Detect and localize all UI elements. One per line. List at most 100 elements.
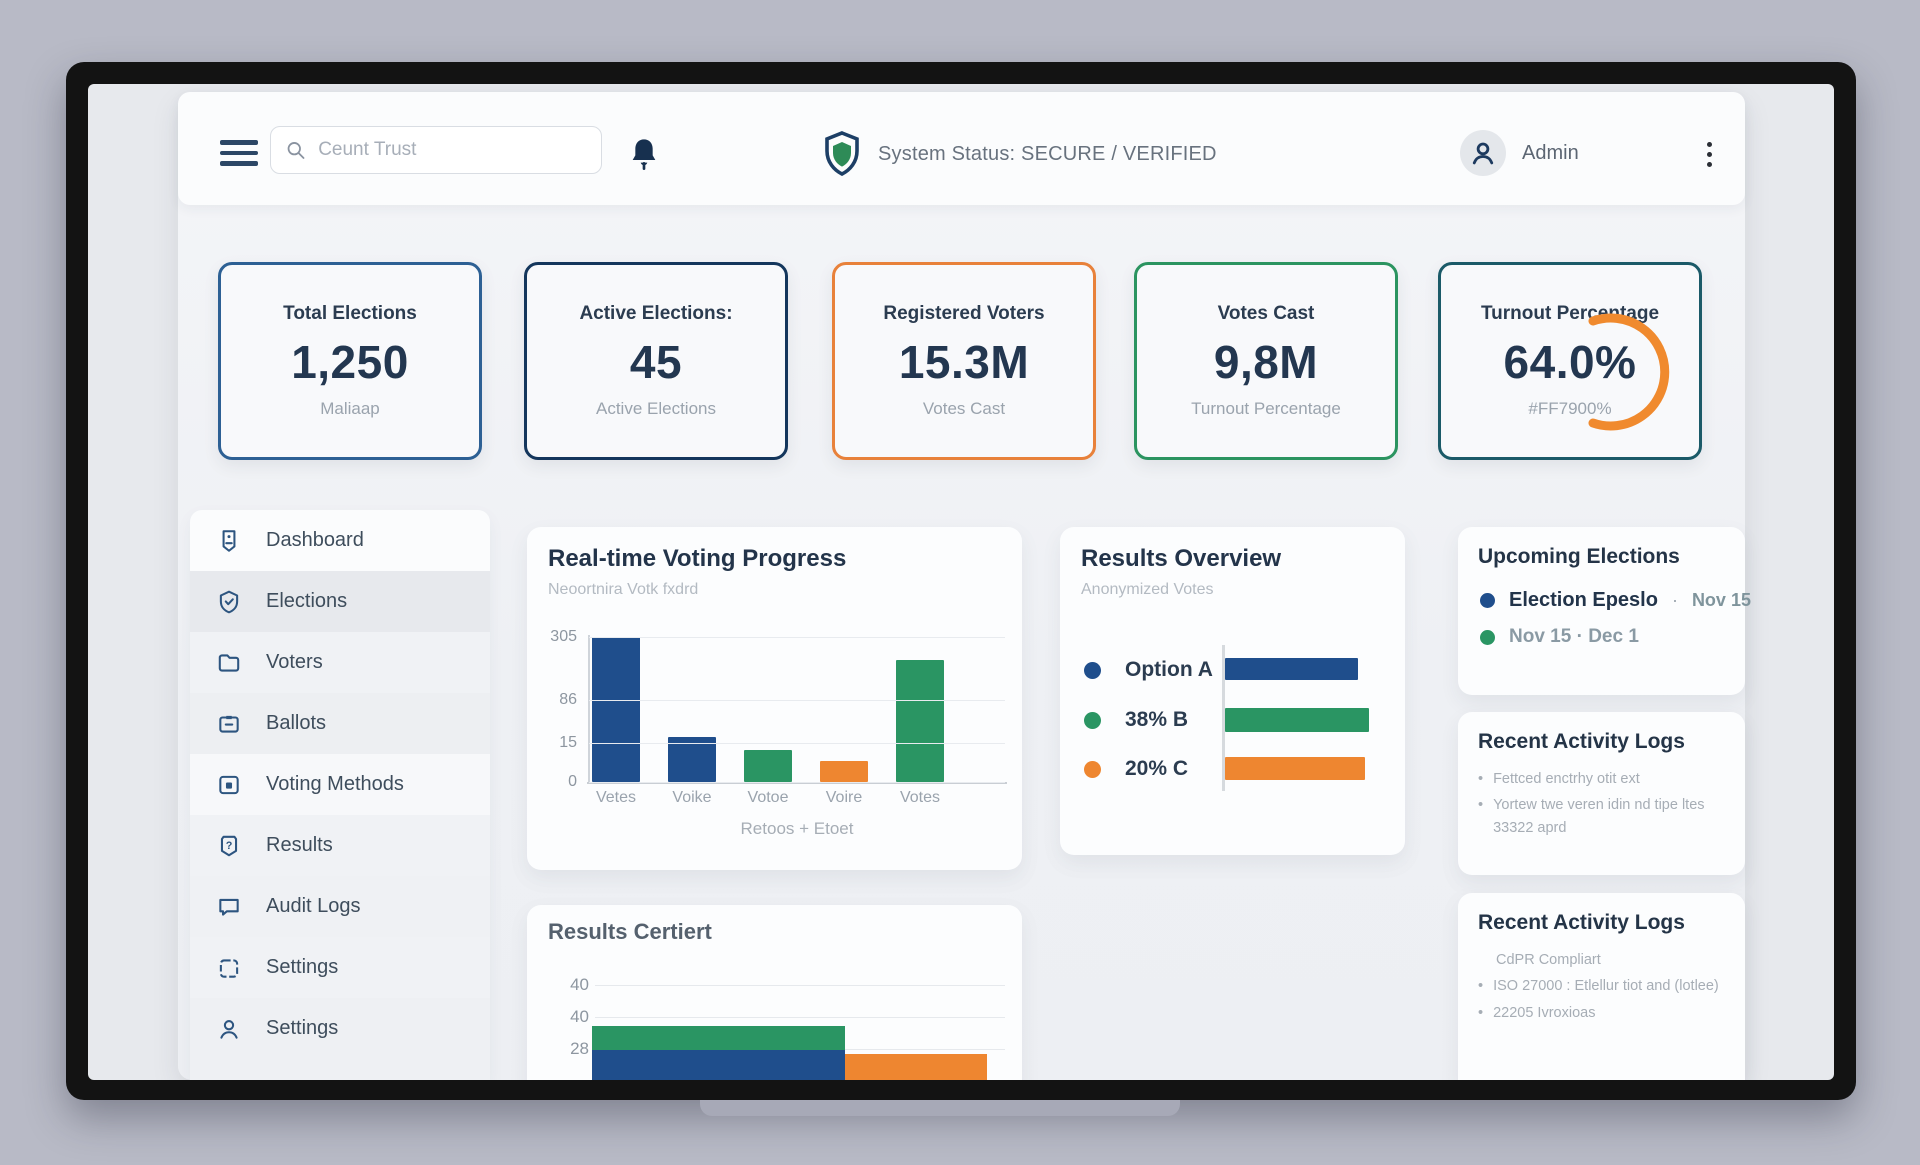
stat-card-turnout: Turnout Percentage 64.0% #FF7900% xyxy=(1438,262,1702,460)
segment-green xyxy=(592,1026,845,1050)
log-item: • 22205 Ivroxioas xyxy=(1478,1004,1596,1021)
stat-subtitle: Maliaap xyxy=(320,399,380,418)
sidebar-label: Results xyxy=(266,834,333,856)
legend-item: 20% C xyxy=(1084,757,1188,781)
legend-dot-navy xyxy=(1084,661,1101,679)
stat-subtitle: Turnout Percentage xyxy=(1191,399,1341,418)
segment-orange xyxy=(845,1054,987,1080)
stat-subtitle: Active Elections xyxy=(596,399,716,418)
person-icon xyxy=(220,1019,238,1039)
sidebar-item-voting-methods[interactable]: Voting Methods xyxy=(190,754,490,815)
legend-item: Option A xyxy=(1084,658,1213,682)
hbar-orange xyxy=(1225,757,1365,780)
sidebar-item-results[interactable]: ? Results xyxy=(190,815,490,876)
sidebar-label: Dashboard xyxy=(266,529,364,551)
log-item: • ISO 27000 : Etlellur tiot and (lotlee) xyxy=(1478,978,1719,995)
sidebar-item-settings-2[interactable]: Settings xyxy=(190,998,490,1059)
bar-Voire xyxy=(820,761,868,782)
x-tick-label: Vetes xyxy=(595,789,637,806)
bar-Voike xyxy=(668,737,716,782)
more-options-button[interactable] xyxy=(1696,134,1722,174)
y-tick-label: 40 xyxy=(570,975,589,994)
sidebar-item-audit-logs[interactable]: Audit Logs xyxy=(190,876,490,937)
bar-Votoe xyxy=(744,750,792,782)
user-icon xyxy=(1472,142,1494,165)
log-header-line: CdPR Compliart xyxy=(1496,952,1601,968)
bullet-dot-green xyxy=(1480,629,1495,645)
stat-title: Votes Cast xyxy=(1217,303,1315,324)
bars-axis-line xyxy=(1222,645,1225,791)
sidebar-item-dashboard[interactable]: Dashboard xyxy=(190,510,490,571)
stat-title: Turnout Percentage xyxy=(1480,303,1660,324)
legend-dot-orange xyxy=(1084,760,1101,778)
election-name: Election Epeslo xyxy=(1509,589,1658,611)
folder-icon xyxy=(218,653,240,672)
stat-title: Registered Voters xyxy=(883,303,1045,324)
y-tick-label: 305 xyxy=(550,628,577,645)
stat-value: 1,250 xyxy=(291,336,409,388)
results-overview-card: Results Overview Anonymized Votes Option… xyxy=(1060,527,1405,855)
chart-title: Real-time Voting Progress xyxy=(548,545,847,572)
x-axis-line xyxy=(587,782,1007,784)
search-input[interactable] xyxy=(316,138,587,162)
upcoming-item: Election Epeslo · Nov 15 xyxy=(1480,589,1751,612)
legend-dot-green xyxy=(1084,711,1101,729)
system-status-text: System Status: SECURE / VERIFIED xyxy=(878,142,1217,165)
search-icon xyxy=(287,142,305,159)
y-tick-label: 86 xyxy=(559,691,577,708)
sidebar-nav: Dashboard Elections Voters xyxy=(190,510,490,1080)
chart-subtitle: Anonymized Votes xyxy=(1081,581,1214,598)
hamburger-menu-icon[interactable] xyxy=(220,140,258,170)
shield-check-icon xyxy=(219,590,239,613)
notifications-button[interactable] xyxy=(628,136,662,172)
stat-value: 9,8M xyxy=(1213,336,1319,388)
sidebar-label: Voters xyxy=(266,651,323,673)
system-status: System Status: SECURE / VERIFIED xyxy=(822,131,1217,177)
sidebar-label: Elections xyxy=(266,590,348,612)
upcoming-elections-card: Upcoming Elections Election Epeslo · Nov… xyxy=(1458,527,1751,695)
sidebar-item-voters[interactable]: Voters xyxy=(190,632,490,693)
monitor-stand xyxy=(700,1100,1180,1116)
screen: System Status: SECURE / VERIFIED Admin T… xyxy=(88,84,1834,1080)
election-date: Nov 15 xyxy=(1691,590,1751,610)
gridline xyxy=(595,985,1005,986)
dashboard-icon xyxy=(222,529,236,552)
gridline xyxy=(589,700,1005,701)
sidebar-label: Voting Methods xyxy=(266,773,404,795)
stat-subtitle: #FF7900% xyxy=(1528,399,1612,418)
sidebar-label: Settings xyxy=(266,956,339,978)
log-item: • Yortew twe veren idin nd tipe ltes 3332… xyxy=(1478,797,1705,836)
chart-subtitle: Neoortnira Votk fxdrd xyxy=(548,581,699,598)
log-item: • Fettced enctrhy otit ext xyxy=(1478,771,1640,787)
chart-title: Results Certiert xyxy=(548,919,712,944)
stat-subtitle: Votes Cast xyxy=(922,399,1006,418)
card-title: Recent Activity Logs xyxy=(1478,911,1685,934)
segment-navy xyxy=(592,1050,845,1080)
stat-value: 15.3M xyxy=(898,336,1030,388)
stat-card-votes-cast: Votes Cast 9,8M Turnout Percentage xyxy=(1134,262,1398,460)
y-tick-label: 28 xyxy=(570,1039,589,1058)
stat-value: 64.0% xyxy=(1503,336,1637,388)
gridline xyxy=(589,782,1005,783)
sidebar-item-ballots[interactable]: Ballots xyxy=(190,693,490,754)
search-box[interactable] xyxy=(270,126,602,174)
monitor-frame: System Status: SECURE / VERIFIED Admin T… xyxy=(66,62,1856,1100)
card-title: Recent Activity Logs xyxy=(1478,730,1685,753)
hbar-green xyxy=(1225,708,1369,732)
gridline xyxy=(589,637,1005,638)
voting-progress-card: Real-time Voting Progress Neoortnira Vot… xyxy=(527,527,1022,870)
sidebar-item-settings[interactable]: Settings xyxy=(190,937,490,998)
stat-value: 45 xyxy=(629,336,683,388)
admin-account[interactable]: Admin xyxy=(1460,129,1579,177)
legend-label: 20% C xyxy=(1125,757,1189,780)
sidebar-item-elections[interactable]: Elections xyxy=(190,571,490,632)
status-shield-icon xyxy=(825,131,859,177)
upcoming-item: Nov 15 · Dec 1 xyxy=(1480,626,1639,648)
legend-label: 38% B xyxy=(1125,708,1189,731)
sidebar-label: Ballots xyxy=(266,712,327,734)
svg-text:?: ? xyxy=(226,840,233,852)
x-tick-label: Voire xyxy=(825,789,863,806)
bar-Votes xyxy=(896,660,944,782)
bell-icon xyxy=(632,139,656,170)
clipboard-icon xyxy=(219,958,239,978)
